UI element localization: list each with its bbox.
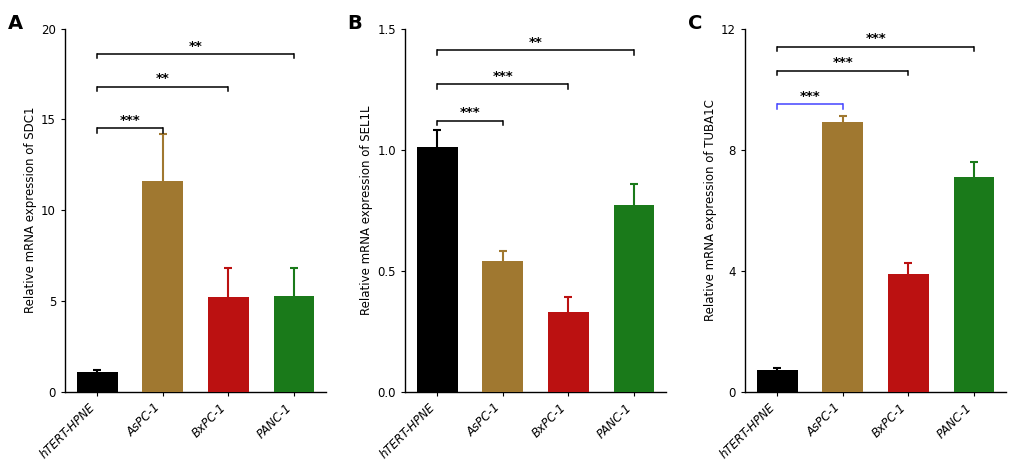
Y-axis label: Relative mRNA expression of SEL1L: Relative mRNA expression of SEL1L bbox=[360, 105, 373, 315]
Text: **: ** bbox=[156, 72, 169, 85]
Text: ***: *** bbox=[832, 57, 852, 69]
Bar bbox=[821, 123, 862, 392]
Text: ***: *** bbox=[460, 106, 480, 119]
Bar bbox=[482, 261, 523, 392]
Text: **: ** bbox=[528, 36, 542, 49]
Bar bbox=[613, 205, 653, 392]
Text: **: ** bbox=[189, 39, 202, 53]
Bar bbox=[953, 177, 994, 392]
Bar bbox=[756, 370, 797, 392]
Bar bbox=[273, 295, 314, 392]
Text: ***: *** bbox=[864, 32, 886, 45]
Bar bbox=[547, 312, 588, 392]
Text: ***: *** bbox=[492, 70, 513, 83]
Bar bbox=[208, 297, 249, 392]
Bar bbox=[143, 181, 183, 392]
Text: A: A bbox=[7, 14, 22, 33]
Text: C: C bbox=[687, 14, 701, 33]
Text: ***: *** bbox=[799, 90, 819, 103]
Text: ***: *** bbox=[119, 114, 141, 127]
Bar bbox=[888, 274, 927, 392]
Y-axis label: Relative mRNA expression of SDC1: Relative mRNA expression of SDC1 bbox=[23, 107, 37, 314]
Bar bbox=[417, 147, 458, 392]
Bar bbox=[76, 372, 117, 392]
Y-axis label: Relative mRNA expression of TUBA1C: Relative mRNA expression of TUBA1C bbox=[703, 99, 716, 321]
Text: B: B bbox=[347, 14, 362, 33]
